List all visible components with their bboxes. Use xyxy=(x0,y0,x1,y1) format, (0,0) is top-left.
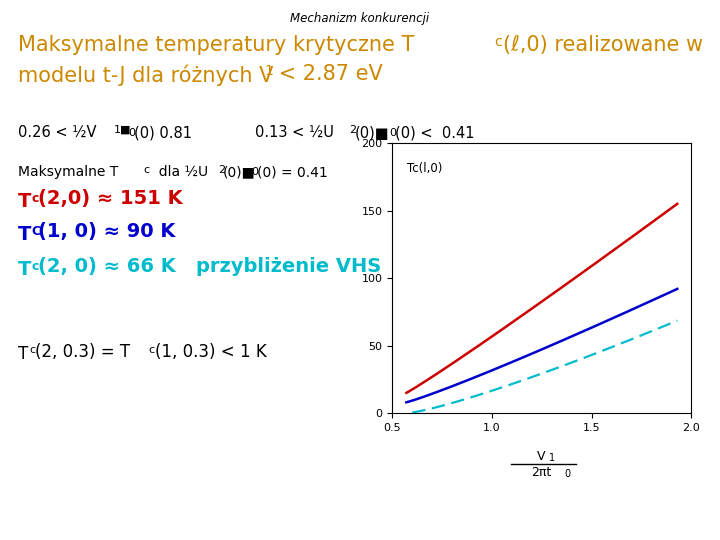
Text: Maksymalne T: Maksymalne T xyxy=(18,165,118,179)
Text: (1, 0.3) < 1 K: (1, 0.3) < 1 K xyxy=(155,343,266,361)
Text: (2,0) ≈ 151 K: (2,0) ≈ 151 K xyxy=(38,189,183,208)
Text: 1: 1 xyxy=(264,64,273,78)
Text: c: c xyxy=(494,35,502,49)
Text: 0: 0 xyxy=(251,167,258,177)
Text: (0) = 0.41: (0) = 0.41 xyxy=(257,165,328,179)
Text: c: c xyxy=(148,345,154,355)
Text: (2, 0.3) = T: (2, 0.3) = T xyxy=(35,343,130,361)
Text: 2: 2 xyxy=(349,125,356,135)
Text: T: T xyxy=(18,225,32,244)
Text: Tc(l,0): Tc(l,0) xyxy=(408,162,443,175)
Text: c: c xyxy=(143,165,149,175)
Text: ■: ■ xyxy=(120,125,130,135)
Text: Maksymalne temperatury krytyczne T: Maksymalne temperatury krytyczne T xyxy=(18,35,415,55)
Text: modelu t-J dla różnych V: modelu t-J dla różnych V xyxy=(18,64,274,85)
Text: 2πt: 2πt xyxy=(531,466,552,479)
Text: 1: 1 xyxy=(114,125,121,135)
Text: 0.13 < ½U: 0.13 < ½U xyxy=(255,125,334,140)
Text: (ℓ,0) realizowane w: (ℓ,0) realizowane w xyxy=(503,35,703,55)
Text: c: c xyxy=(31,192,38,205)
Text: dla ½U: dla ½U xyxy=(150,165,208,179)
Text: 0: 0 xyxy=(389,128,396,138)
Text: T: T xyxy=(18,345,28,363)
Text: (0) 0.81: (0) 0.81 xyxy=(134,125,192,140)
Text: (0)■: (0)■ xyxy=(355,125,390,140)
Text: 1: 1 xyxy=(549,453,555,463)
Text: 0: 0 xyxy=(128,128,135,138)
Text: 0.26 < ½V: 0.26 < ½V xyxy=(18,125,96,140)
Text: (0) <  0.41: (0) < 0.41 xyxy=(395,125,474,140)
Text: 0: 0 xyxy=(564,469,571,479)
Text: < 2.87 eV: < 2.87 eV xyxy=(272,64,383,84)
Text: T: T xyxy=(18,260,32,279)
Text: (2, 0) ≈ 66 K   przybliżenie VHS: (2, 0) ≈ 66 K przybliżenie VHS xyxy=(38,257,382,276)
Text: T: T xyxy=(18,192,32,211)
Text: 2: 2 xyxy=(218,165,225,175)
Text: c: c xyxy=(31,260,38,273)
Text: (0)■: (0)■ xyxy=(223,165,256,179)
Text: Mechanizm konkurencji: Mechanizm konkurencji xyxy=(290,12,430,25)
Text: (1, 0) ≈ 90 K: (1, 0) ≈ 90 K xyxy=(38,222,176,241)
Text: V: V xyxy=(537,450,546,463)
Text: c: c xyxy=(29,345,35,355)
Text: C: C xyxy=(31,225,40,238)
